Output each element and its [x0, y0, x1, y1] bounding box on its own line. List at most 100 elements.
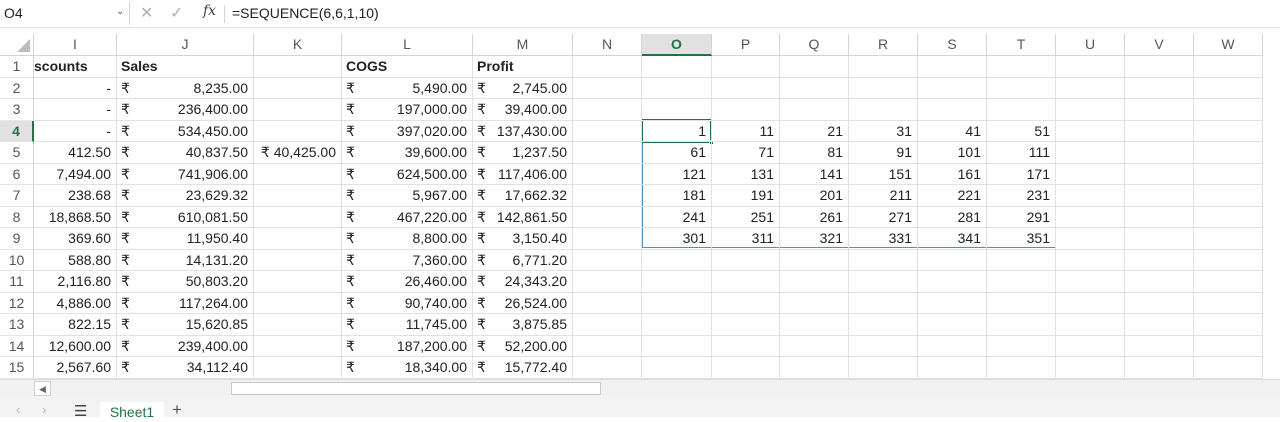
profit-cell[interactable]: ₹1,237.50	[473, 142, 573, 164]
horizontal-scrollbar[interactable]: ◀	[0, 379, 1280, 396]
discounts-cell[interactable]: 7,494.00	[34, 163, 117, 185]
grid-cell[interactable]	[987, 77, 1056, 99]
grid-cell[interactable]	[642, 99, 712, 121]
k-cell[interactable]	[254, 335, 342, 357]
grid-cell[interactable]	[573, 271, 642, 293]
grid-cell[interactable]	[1194, 228, 1263, 250]
grid-cell[interactable]	[1056, 292, 1125, 314]
hamburger-icon[interactable]: ☰	[74, 403, 88, 420]
name-box[interactable]: O4 ⌄	[0, 2, 130, 25]
sales-cell[interactable]: ₹11,950.40	[117, 228, 254, 250]
grid-cell[interactable]	[987, 292, 1056, 314]
grid-cell[interactable]	[1194, 163, 1263, 185]
grid-cell[interactable]	[573, 120, 642, 142]
grid-cell[interactable]	[254, 56, 342, 78]
sequence-cell[interactable]: 31	[849, 120, 918, 142]
grid-cell[interactable]	[780, 357, 849, 379]
profit-cell[interactable]: ₹137,430.00	[473, 120, 573, 142]
column-title-discounts[interactable]: scounts	[34, 56, 117, 78]
grid-cell[interactable]	[918, 56, 987, 78]
sequence-cell[interactable]: 271	[849, 206, 918, 228]
sequence-cell[interactable]: 351	[987, 228, 1056, 250]
grid-cell[interactable]	[849, 357, 918, 379]
grid-cell[interactable]	[1056, 249, 1125, 271]
k-cell[interactable]	[254, 77, 342, 99]
discounts-cell[interactable]: 18,868.50	[34, 206, 117, 228]
grid-cell[interactable]	[1056, 120, 1125, 142]
grid-cell[interactable]	[1125, 56, 1194, 78]
profit-cell[interactable]: ₹15,772.40	[473, 357, 573, 379]
grid-cell[interactable]	[1125, 357, 1194, 379]
cogs-cell[interactable]: ₹197,000.00	[342, 99, 473, 121]
cogs-cell[interactable]: ₹187,200.00	[342, 335, 473, 357]
sales-cell[interactable]: ₹40,837.50	[117, 142, 254, 164]
grid-cell[interactable]	[918, 99, 987, 121]
row-header-13[interactable]: 13	[0, 314, 34, 336]
grid-cell[interactable]	[573, 206, 642, 228]
k-cell[interactable]	[254, 185, 342, 207]
sequence-cell[interactable]: 191	[712, 185, 780, 207]
discounts-cell[interactable]: 12,600.00	[34, 335, 117, 357]
row-header-4[interactable]: 4	[0, 120, 34, 142]
column-header-o[interactable]: O	[642, 34, 712, 56]
k-cell[interactable]	[254, 120, 342, 142]
sequence-cell[interactable]: 21	[780, 120, 849, 142]
scroll-left-icon[interactable]: ◀	[34, 381, 51, 396]
grid-cell[interactable]	[573, 99, 642, 121]
sales-cell[interactable]: ₹34,112.40	[117, 357, 254, 379]
grid-cell[interactable]	[918, 77, 987, 99]
grid-cell[interactable]	[918, 314, 987, 336]
sales-cell[interactable]: ₹23,629.32	[117, 185, 254, 207]
k-cell[interactable]: ₹ 40,425.00	[254, 142, 342, 164]
row-header-12[interactable]: 12	[0, 292, 34, 314]
cogs-cell[interactable]: ₹467,220.00	[342, 206, 473, 228]
grid-cell[interactable]	[642, 249, 712, 271]
grid-cell[interactable]	[1056, 185, 1125, 207]
grid-cell[interactable]	[573, 142, 642, 164]
grid-cell[interactable]	[573, 314, 642, 336]
profit-cell[interactable]: ₹2,745.00	[473, 77, 573, 99]
discounts-cell[interactable]: 4,886.00	[34, 292, 117, 314]
grid-cell[interactable]	[712, 77, 780, 99]
grid-cell[interactable]	[918, 357, 987, 379]
grid-cell[interactable]	[1194, 56, 1263, 78]
row-header-2[interactable]: 2	[0, 77, 34, 99]
sequence-cell[interactable]: 311	[712, 228, 780, 250]
grid-cell[interactable]	[573, 56, 642, 78]
row-header-1[interactable]: 1	[0, 56, 34, 78]
grid-cell[interactable]	[712, 357, 780, 379]
grid-cell[interactable]	[573, 163, 642, 185]
row-header-5[interactable]: 5	[0, 142, 34, 164]
profit-cell[interactable]: ₹52,200.00	[473, 335, 573, 357]
check-icon[interactable]: ✓	[170, 5, 184, 22]
grid-cell[interactable]	[712, 56, 780, 78]
profit-cell[interactable]: ₹6,771.20	[473, 249, 573, 271]
sequence-cell[interactable]: 141	[780, 163, 849, 185]
sequence-cell[interactable]: 321	[780, 228, 849, 250]
grid-cell[interactable]	[987, 271, 1056, 293]
grid-cell[interactable]	[1125, 185, 1194, 207]
sequence-cell[interactable]: 251	[712, 206, 780, 228]
sales-cell[interactable]: ₹610,081.50	[117, 206, 254, 228]
grid-cell[interactable]	[712, 249, 780, 271]
column-title-profit[interactable]: Profit	[473, 56, 573, 78]
grid-cell[interactable]	[1125, 335, 1194, 357]
grid-cell[interactable]	[987, 249, 1056, 271]
grid-cell[interactable]	[1056, 335, 1125, 357]
grid-cell[interactable]	[1194, 142, 1263, 164]
grid-cell[interactable]	[849, 292, 918, 314]
grid-cell[interactable]	[849, 335, 918, 357]
chevron-down-icon[interactable]: ⌄	[116, 6, 125, 17]
column-header-w[interactable]: W	[1194, 34, 1263, 56]
sequence-cell[interactable]: 71	[712, 142, 780, 164]
grid-cell[interactable]	[849, 249, 918, 271]
grid-cell[interactable]	[1194, 249, 1263, 271]
cogs-cell[interactable]: ₹39,600.00	[342, 142, 473, 164]
grid-cell[interactable]	[642, 335, 712, 357]
sequence-cell[interactable]: 161	[918, 163, 987, 185]
discounts-cell[interactable]: 2,567.60	[34, 357, 117, 379]
cogs-cell[interactable]: ₹5,490.00	[342, 77, 473, 99]
grid-cell[interactable]	[918, 335, 987, 357]
row-header-8[interactable]: 8	[0, 206, 34, 228]
cogs-cell[interactable]: ₹397,020.00	[342, 120, 473, 142]
